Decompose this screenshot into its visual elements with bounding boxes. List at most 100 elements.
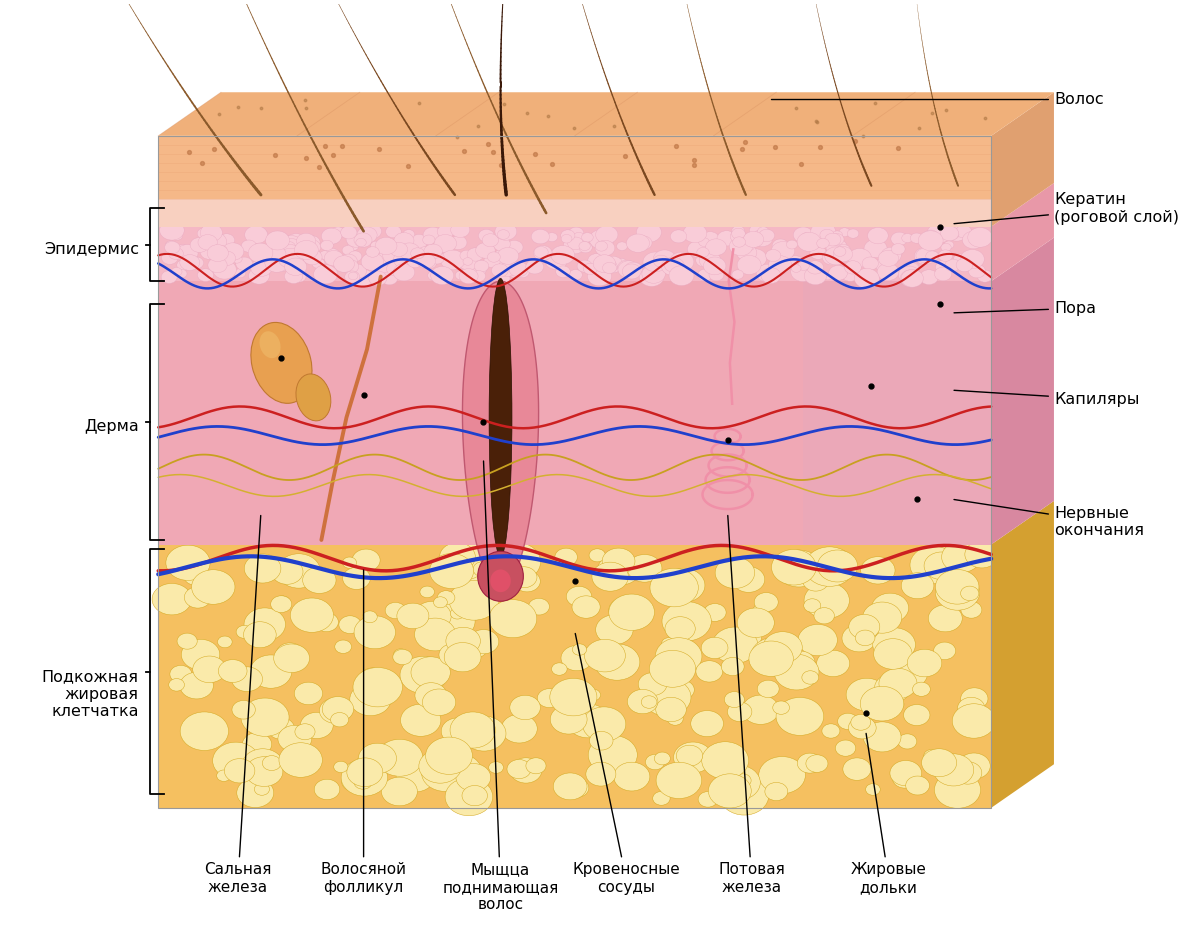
Circle shape <box>449 580 499 620</box>
Text: Мыщца
поднимающая
волос: Мыщца поднимающая волос <box>443 461 559 912</box>
Circle shape <box>583 263 598 274</box>
Polygon shape <box>991 93 1054 227</box>
Circle shape <box>456 764 491 792</box>
Circle shape <box>274 260 289 272</box>
Circle shape <box>924 552 959 579</box>
Circle shape <box>588 735 637 774</box>
Circle shape <box>683 223 707 243</box>
Circle shape <box>204 240 214 248</box>
Circle shape <box>259 248 274 260</box>
Circle shape <box>817 228 827 236</box>
Circle shape <box>761 268 781 284</box>
Circle shape <box>902 262 919 275</box>
Circle shape <box>551 705 587 734</box>
Circle shape <box>445 778 493 816</box>
Circle shape <box>442 717 475 744</box>
Circle shape <box>535 231 545 238</box>
Circle shape <box>750 223 767 237</box>
Circle shape <box>938 250 953 261</box>
Circle shape <box>751 637 799 676</box>
Circle shape <box>613 762 650 791</box>
Circle shape <box>347 758 383 786</box>
Circle shape <box>281 241 296 254</box>
Circle shape <box>956 259 973 272</box>
Circle shape <box>654 688 677 706</box>
Circle shape <box>250 655 292 688</box>
Circle shape <box>757 680 779 698</box>
Circle shape <box>701 232 719 246</box>
Circle shape <box>649 651 696 687</box>
Circle shape <box>176 270 187 278</box>
Circle shape <box>324 250 343 266</box>
Circle shape <box>456 633 488 659</box>
Circle shape <box>805 547 854 587</box>
Circle shape <box>593 255 616 273</box>
Circle shape <box>797 753 822 773</box>
Circle shape <box>893 768 918 788</box>
Circle shape <box>421 754 469 792</box>
Circle shape <box>786 256 804 271</box>
Circle shape <box>295 724 316 740</box>
Circle shape <box>827 582 841 593</box>
Circle shape <box>829 234 844 246</box>
Circle shape <box>294 240 318 260</box>
Circle shape <box>904 705 930 726</box>
Circle shape <box>919 270 938 285</box>
Circle shape <box>302 566 336 593</box>
Polygon shape <box>991 501 1054 807</box>
Circle shape <box>907 649 942 677</box>
Circle shape <box>802 671 818 684</box>
Text: Потовая
железа: Потовая железа <box>718 515 785 895</box>
Circle shape <box>582 233 593 242</box>
Circle shape <box>378 742 409 767</box>
Circle shape <box>708 774 751 808</box>
Circle shape <box>856 630 875 646</box>
Circle shape <box>650 257 670 273</box>
Circle shape <box>382 272 398 285</box>
Circle shape <box>958 697 985 719</box>
Circle shape <box>673 742 713 773</box>
Circle shape <box>232 701 256 719</box>
Circle shape <box>677 745 703 766</box>
Bar <box>158 136 991 199</box>
Circle shape <box>804 599 821 613</box>
Circle shape <box>863 722 901 752</box>
Circle shape <box>737 245 757 260</box>
Circle shape <box>166 545 210 580</box>
Circle shape <box>730 237 752 256</box>
Circle shape <box>358 753 378 769</box>
Circle shape <box>161 271 178 284</box>
Circle shape <box>791 262 815 282</box>
Circle shape <box>350 768 371 783</box>
Circle shape <box>622 264 641 279</box>
Circle shape <box>955 225 972 238</box>
Circle shape <box>439 542 475 571</box>
Circle shape <box>534 246 552 260</box>
Text: Жировые
дольки: Жировые дольки <box>851 733 926 895</box>
Circle shape <box>965 540 998 568</box>
Circle shape <box>734 774 751 787</box>
Circle shape <box>385 225 401 237</box>
Circle shape <box>414 602 451 631</box>
Circle shape <box>251 260 272 276</box>
Circle shape <box>499 274 510 283</box>
Circle shape <box>284 258 307 275</box>
Circle shape <box>371 241 382 249</box>
Circle shape <box>396 761 434 792</box>
Circle shape <box>578 648 594 660</box>
Circle shape <box>836 245 851 256</box>
Circle shape <box>925 251 938 261</box>
Circle shape <box>749 233 761 242</box>
Circle shape <box>552 663 568 675</box>
Circle shape <box>589 731 613 750</box>
Circle shape <box>751 230 773 247</box>
Circle shape <box>912 682 930 696</box>
Circle shape <box>386 262 403 275</box>
Circle shape <box>420 586 434 598</box>
Circle shape <box>688 241 709 258</box>
Circle shape <box>661 257 684 275</box>
Circle shape <box>362 255 374 265</box>
Circle shape <box>457 251 480 270</box>
Circle shape <box>352 549 380 571</box>
Text: Нервные
окончания: Нервные окончания <box>954 500 1144 538</box>
